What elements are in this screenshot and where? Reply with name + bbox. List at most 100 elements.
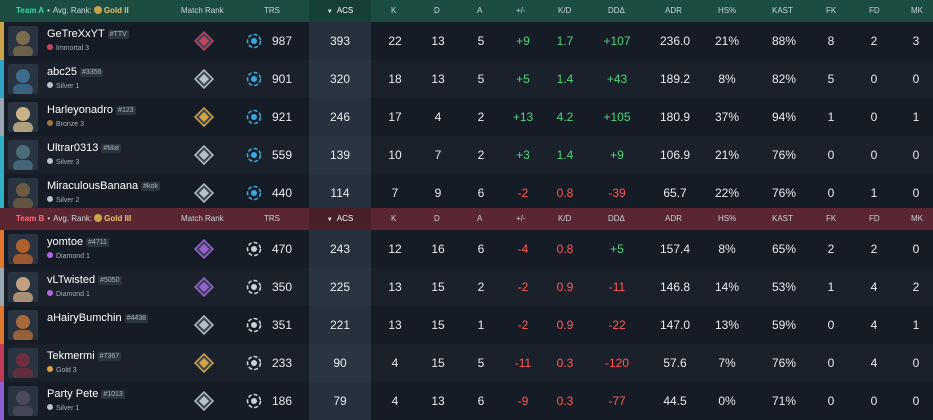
- stat-kast: 76%: [771, 356, 797, 370]
- player-name-block[interactable]: vLTwisted #5050: [47, 274, 122, 286]
- col-trs[interactable]: TRS: [264, 6, 280, 15]
- player-tag: #4438: [124, 314, 149, 323]
- col-kd[interactable]: K/D: [558, 214, 572, 223]
- player-name-block[interactable]: MiraculousBanana #kok: [47, 180, 160, 192]
- agent-portrait-icon[interactable]: [8, 272, 38, 302]
- player-row[interactable]: yomtoe #4711 Diamond 1 470 243 12 16 6 -4 0.8 +5 15…: [0, 230, 933, 268]
- player-name[interactable]: Tekmermi: [47, 350, 95, 362]
- col-kast[interactable]: KAST: [772, 214, 793, 223]
- player-tag: #3356: [79, 68, 104, 77]
- player-name-block[interactable]: GeTreXxYT #TTV: [47, 28, 129, 40]
- player-name[interactable]: Ultrar0313: [47, 142, 99, 154]
- col-a[interactable]: A: [477, 214, 483, 223]
- col-a[interactable]: A: [477, 6, 483, 15]
- stat-hs: 22%: [714, 186, 740, 200]
- player-name-block[interactable]: aHairyBumchin #4438: [47, 312, 149, 324]
- col-adr[interactable]: ADR: [665, 6, 682, 15]
- col-plusminus[interactable]: +/-: [516, 214, 526, 223]
- player-name[interactable]: Harleyonadro: [47, 104, 114, 116]
- player-rank: Diamond 1: [47, 252, 90, 260]
- player-name-block[interactable]: Harleyonadro #123: [47, 104, 136, 116]
- stat-hs: 14%: [714, 280, 740, 294]
- col-fd[interactable]: FD: [869, 6, 880, 15]
- col-kd[interactable]: K/D: [558, 6, 572, 15]
- player-name[interactable]: vLTwisted: [47, 274, 96, 286]
- stat-kd: 0.8: [556, 242, 574, 256]
- col-match-rank[interactable]: Match Rank: [181, 214, 224, 223]
- stat-fd: 0: [870, 110, 878, 124]
- player-row[interactable]: Ultrar0313 #Mat Silver 3 559 139 10 7 2 +3 1.4 +9 1…: [0, 136, 933, 174]
- player-rank: Silver 1: [47, 82, 79, 90]
- col-k[interactable]: K: [391, 6, 397, 15]
- player-row[interactable]: Harleyonadro #123 Bronze 3 921 246 17 4 2 +13 4.2…: [0, 98, 933, 136]
- stat-adr: 236.0: [659, 34, 691, 48]
- player-name[interactable]: MiraculousBanana: [47, 180, 139, 192]
- col-d[interactable]: D: [434, 6, 440, 15]
- col-ddd[interactable]: DDΔ: [608, 6, 625, 15]
- player-name-block[interactable]: Party Pete #1013: [47, 388, 125, 400]
- agent-portrait-icon[interactable]: [8, 102, 38, 132]
- stat-adr: 147.0: [659, 318, 691, 332]
- player-row[interactable]: MiraculousBanana #kok Silver 2 440 114 7 9 6 -2 0…: [0, 174, 933, 212]
- col-hs[interactable]: HS%: [718, 214, 737, 223]
- gold-rank-icon: [94, 214, 103, 222]
- agent-portrait-icon[interactable]: [8, 310, 38, 340]
- player-row[interactable]: aHairyBumchin #4438 351 221 13 15 1 -2 0.9 -22 147…: [0, 306, 933, 344]
- stat-a: 5: [477, 72, 485, 86]
- stat-fk: 2: [827, 242, 835, 256]
- col-fd[interactable]: FD: [869, 214, 880, 223]
- agent-portrait-icon[interactable]: [8, 348, 38, 378]
- stat-kast: 94%: [771, 110, 797, 124]
- col-mk[interactable]: MK: [911, 6, 923, 15]
- col-d[interactable]: D: [434, 214, 440, 223]
- player-name-block[interactable]: Ultrar0313 #Mat: [47, 142, 121, 154]
- player-row[interactable]: abc25 #3356 Silver 1 901 320 18 13 5 +5 1.4 +43 189…: [0, 60, 933, 98]
- stat-dd: -120: [604, 356, 630, 370]
- stat-acs: 243: [309, 230, 371, 268]
- col-acs[interactable]: ▼ ACS: [309, 0, 371, 22]
- player-name[interactable]: aHairyBumchin: [47, 312, 122, 324]
- col-trs[interactable]: TRS: [264, 214, 280, 223]
- col-match-rank[interactable]: Match Rank: [181, 6, 224, 15]
- agent-portrait-icon[interactable]: [8, 386, 38, 416]
- stat-a: 6: [477, 186, 485, 200]
- stat-adr: 57.6: [663, 356, 687, 370]
- player-name[interactable]: Party Pete: [47, 388, 99, 400]
- col-hs[interactable]: HS%: [718, 6, 737, 15]
- stat-k: 13: [388, 280, 402, 294]
- player-name[interactable]: GeTreXxYT: [47, 28, 105, 40]
- col-acs[interactable]: ▼ ACS: [309, 208, 371, 230]
- agent-portrait-icon[interactable]: [8, 178, 38, 208]
- player-name-block[interactable]: Tekmermi #7367: [47, 350, 122, 362]
- player-name-block[interactable]: yomtoe #4711: [47, 236, 110, 248]
- player-row[interactable]: vLTwisted #5050 Diamond 1 350 225 13 15 2 -2 0.9 -…: [0, 268, 933, 306]
- agent-portrait-icon[interactable]: [8, 26, 38, 56]
- player-name[interactable]: abc25: [47, 66, 77, 78]
- col-k[interactable]: K: [391, 214, 397, 223]
- stat-adr: 65.7: [663, 186, 687, 200]
- player-row[interactable]: Party Pete #1013 Silver 1 186 79 4 13 6 -9 0.3 -77…: [0, 382, 933, 420]
- stat-pm: -11: [514, 356, 532, 370]
- stat-kd: 0.8: [556, 186, 574, 200]
- player-row[interactable]: GeTreXxYT #TTV Immortal 3 987 393 22 13 5 +9 1.7 +…: [0, 22, 933, 60]
- stat-acs: 320: [309, 60, 371, 98]
- stat-mk: 0: [912, 242, 920, 256]
- player-name-block[interactable]: abc25 #3356: [47, 66, 104, 78]
- agent-portrait-icon[interactable]: [8, 140, 38, 170]
- player-rank: Silver 2: [47, 196, 79, 204]
- trs-badge-icon: [245, 278, 263, 296]
- col-ddd[interactable]: DDΔ: [608, 214, 625, 223]
- col-adr[interactable]: ADR: [665, 214, 682, 223]
- col-mk[interactable]: MK: [911, 214, 923, 223]
- stat-fk: 0: [827, 186, 835, 200]
- player-name[interactable]: yomtoe: [47, 236, 84, 248]
- col-plusminus[interactable]: +/-: [516, 6, 526, 15]
- agent-portrait-icon[interactable]: [8, 234, 38, 264]
- col-fk[interactable]: FK: [826, 6, 837, 15]
- stat-d: 15: [431, 280, 445, 294]
- col-fk[interactable]: FK: [826, 214, 837, 223]
- col-kast[interactable]: KAST: [772, 6, 793, 15]
- team-a-name: Team A: [16, 6, 45, 15]
- player-row[interactable]: Tekmermi #7367 Gold 3 233 90 4 15 5 -11 0.3 -120 57…: [0, 344, 933, 382]
- agent-portrait-icon[interactable]: [8, 64, 38, 94]
